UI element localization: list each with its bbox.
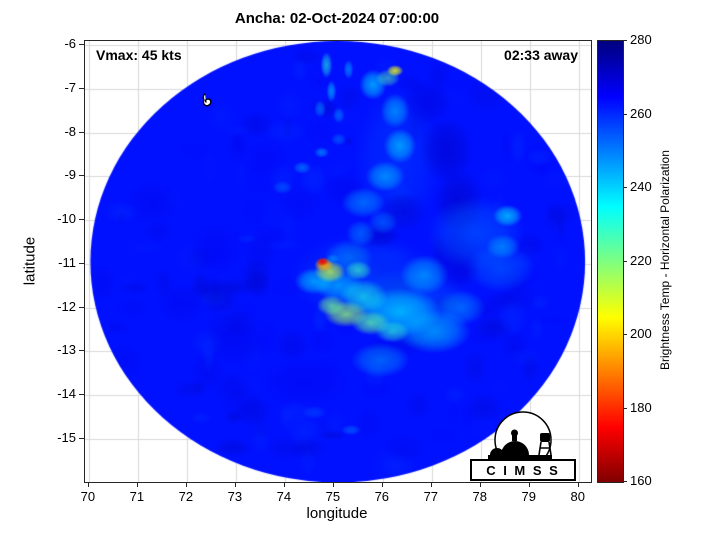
x-tick-label: 74 <box>276 489 292 504</box>
colorbar-tick-mark <box>623 334 627 335</box>
y-tick-label: -8 <box>64 123 76 139</box>
vmax-annotation: Vmax: 45 kts <box>96 47 182 63</box>
satellite-plot-canvas <box>85 41 591 482</box>
y-tick-label: -10 <box>57 211 76 227</box>
y-tick-label: -6 <box>64 36 76 52</box>
y-tick-label: -13 <box>57 342 76 358</box>
y-tick-label: -9 <box>64 167 76 183</box>
x-tick-label: 79 <box>521 489 536 504</box>
x-tick-label: 75 <box>325 489 341 504</box>
y-tick-label: -11 <box>58 254 76 270</box>
plot-area <box>84 40 592 483</box>
colorbar-tick-mark <box>623 260 627 262</box>
colorbar-gradient <box>598 41 623 482</box>
y-tick-mark <box>79 350 84 352</box>
time-away-annotation: 02:33 away <box>504 47 578 63</box>
storm-marker-icon <box>202 93 212 107</box>
x-tick-label: 76 <box>374 489 390 504</box>
x-tick-label: 78 <box>472 489 488 504</box>
y-tick-mark <box>79 306 84 308</box>
page-title: Ancha: 02-Oct-2024 07:00:00 <box>234 10 440 27</box>
x-tick-mark <box>283 482 285 487</box>
x-tick-mark <box>577 482 579 487</box>
x-tick-label: 71 <box>129 489 145 504</box>
y-tick-mark <box>79 262 84 264</box>
x-tick-mark <box>528 482 530 487</box>
colorbar-tick-label: 240 <box>630 179 652 194</box>
x-tick-label: 70 <box>80 489 96 504</box>
y-tick-mark <box>79 88 84 90</box>
colorbar-label: Brightness Temp - Horizontal Polarizatio… <box>658 150 672 371</box>
x-tick-mark <box>185 482 187 487</box>
y-tick-mark <box>79 219 84 221</box>
y-tick-label: -14 <box>57 386 76 402</box>
colorbar-tick-label: 280 <box>630 32 652 47</box>
x-axis-label: longitude <box>306 505 368 522</box>
cimss-logo-silhouette <box>488 429 552 459</box>
y-tick-mark <box>79 175 84 177</box>
cimss-logo-text: C I M S S <box>486 463 560 478</box>
x-tick-label: 73 <box>227 489 243 504</box>
y-tick-label: -15 <box>57 429 76 445</box>
colorbar-tick-label: 220 <box>630 252 652 268</box>
x-tick-mark <box>479 482 481 487</box>
colorbar-tick-label: 160 <box>630 473 652 488</box>
colorbar-tick-mark <box>623 187 627 188</box>
y-tick-mark <box>79 131 84 133</box>
x-tick-mark <box>430 482 432 487</box>
y-tick-mark <box>79 394 84 396</box>
colorbar-tick-label: 260 <box>630 105 652 121</box>
colorbar-tick-mark <box>623 481 627 482</box>
x-tick-label: 80 <box>570 489 585 504</box>
x-tick-mark <box>136 482 138 487</box>
x-tick-mark <box>381 482 383 487</box>
y-tick-label: -12 <box>57 298 76 314</box>
cimss-logo: C I M S S <box>470 411 576 481</box>
y-tick-mark <box>79 437 84 439</box>
colorbar-tick-label: 180 <box>630 399 652 415</box>
colorbar-tick-mark <box>623 113 627 115</box>
x-tick-mark <box>332 482 334 487</box>
colorbar-tick-label: 200 <box>630 326 652 341</box>
y-axis-label: latitude <box>21 236 39 286</box>
x-tick-mark <box>87 482 89 487</box>
colorbar-tick-mark <box>623 407 627 409</box>
x-tick-label: 72 <box>178 489 194 504</box>
colorbar-tick-mark <box>623 40 627 41</box>
x-tick-label: 77 <box>423 489 439 504</box>
y-tick-label: -7 <box>64 80 76 96</box>
colorbar <box>597 40 624 483</box>
x-tick-mark <box>234 482 236 487</box>
y-tick-mark <box>79 44 84 46</box>
cimss-logo-banner <box>470 459 576 481</box>
